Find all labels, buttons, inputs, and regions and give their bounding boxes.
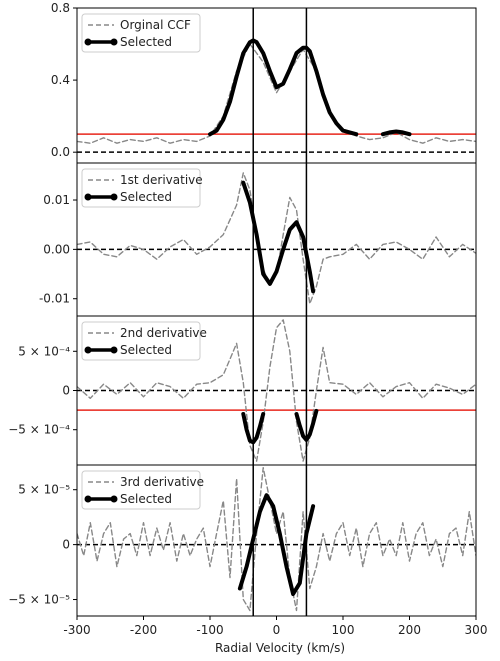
legend-marker-right-d1 bbox=[110, 193, 118, 201]
legend-label-0-d3: 3rd derivative bbox=[120, 475, 204, 489]
panel-d3: 5 × 10⁻⁵ 0 −5 × 10⁻⁵ 3rd derivative Selected bbox=[8, 464, 477, 617]
legend-label-1-d3: Selected bbox=[120, 492, 172, 506]
plot-area-ccf bbox=[77, 38, 476, 153]
series-ccf-2 bbox=[380, 129, 412, 137]
legend-label-1-ccf: Selected bbox=[120, 35, 172, 49]
y-tick-label-d3-2: −5 × 10⁻⁵ bbox=[8, 593, 70, 607]
legend-marker-right-d2 bbox=[110, 346, 118, 354]
x-tick-label-2: -100 bbox=[196, 623, 223, 637]
plot-area-d3 bbox=[77, 467, 476, 612]
legend-label-1-d2: Selected bbox=[120, 343, 172, 357]
y-tick-label-d1-1: 0.00 bbox=[43, 242, 70, 256]
x-tick-label-0: -300 bbox=[63, 623, 90, 637]
legend-ccf: Orginal CCF Selected bbox=[81, 13, 201, 53]
y-tick-label-d1-0: 0.01 bbox=[43, 193, 70, 207]
panel-d2: 5 × 10⁻⁴ 0 −5 × 10⁻⁴ 2nd derivative Selected bbox=[8, 315, 477, 466]
y-tick-label-ccf-1: 0.4 bbox=[51, 73, 70, 87]
series-ccf-1 bbox=[208, 38, 359, 137]
series-d3-0 bbox=[77, 467, 476, 612]
chart-panels: 0.0 0.4 0.8 Orginal CCF Selected 0.01 0.00 -0.0… bbox=[8, 1, 477, 617]
x-axis-label: Radial Velocity (km/s) bbox=[215, 641, 345, 655]
y-tick-label-d3-1: 0 bbox=[62, 538, 70, 552]
plot-area-d1 bbox=[77, 172, 476, 305]
y-tick-label-ccf-0: 0.0 bbox=[51, 145, 70, 159]
legend-d2: 2nd derivative Selected bbox=[81, 321, 207, 361]
legend-d3: 3rd derivative Selected bbox=[81, 470, 204, 510]
legend-marker-left-d3 bbox=[84, 495, 92, 503]
legend-marker-left-ccf bbox=[84, 38, 92, 46]
series-ccf-0 bbox=[77, 43, 476, 144]
x-tick-label-4: 100 bbox=[332, 623, 355, 637]
series-d1-1 bbox=[241, 180, 316, 294]
legend-label-0-d2: 2nd derivative bbox=[120, 326, 207, 340]
y-tick-label-d1-2: -0.01 bbox=[39, 292, 70, 306]
legend-label-0-d1: 1st derivative bbox=[120, 173, 203, 187]
legend-marker-right-ccf bbox=[110, 38, 118, 46]
x-tick-label-3: 0 bbox=[273, 623, 281, 637]
y-tick-label-d2-1: 0 bbox=[62, 384, 70, 398]
x-axis: -300 -200 -100 0 100 200 300 bbox=[63, 616, 487, 637]
legend-label-1-d1: Selected bbox=[120, 190, 172, 204]
y-tick-label-ccf-2: 0.8 bbox=[51, 1, 70, 15]
y-tick-label-d3-0: 5 × 10⁻⁵ bbox=[18, 483, 70, 497]
legend-marker-left-d2 bbox=[84, 346, 92, 354]
panel-ccf: 0.0 0.4 0.8 Orginal CCF Selected bbox=[51, 1, 477, 164]
y-tick-label-d2-0: 5 × 10⁻⁴ bbox=[18, 344, 70, 358]
y-tick-label-d2-2: −5 × 10⁻⁴ bbox=[8, 423, 70, 437]
series-d2-0 bbox=[77, 319, 476, 462]
series-d3-1 bbox=[237, 493, 316, 596]
legend-marker-left-d1 bbox=[84, 193, 92, 201]
legend-marker-right-d3 bbox=[110, 495, 118, 503]
legend-label-0-ccf: Orginal CCF bbox=[120, 18, 191, 32]
legend-d1: 1st derivative Selected bbox=[81, 168, 203, 208]
panel-d1: 0.01 0.00 -0.01 1st derivative Selected bbox=[39, 162, 477, 317]
x-tick-label-1: -200 bbox=[130, 623, 157, 637]
x-tick-label-6: 300 bbox=[465, 623, 488, 637]
x-tick-label-5: 200 bbox=[398, 623, 421, 637]
